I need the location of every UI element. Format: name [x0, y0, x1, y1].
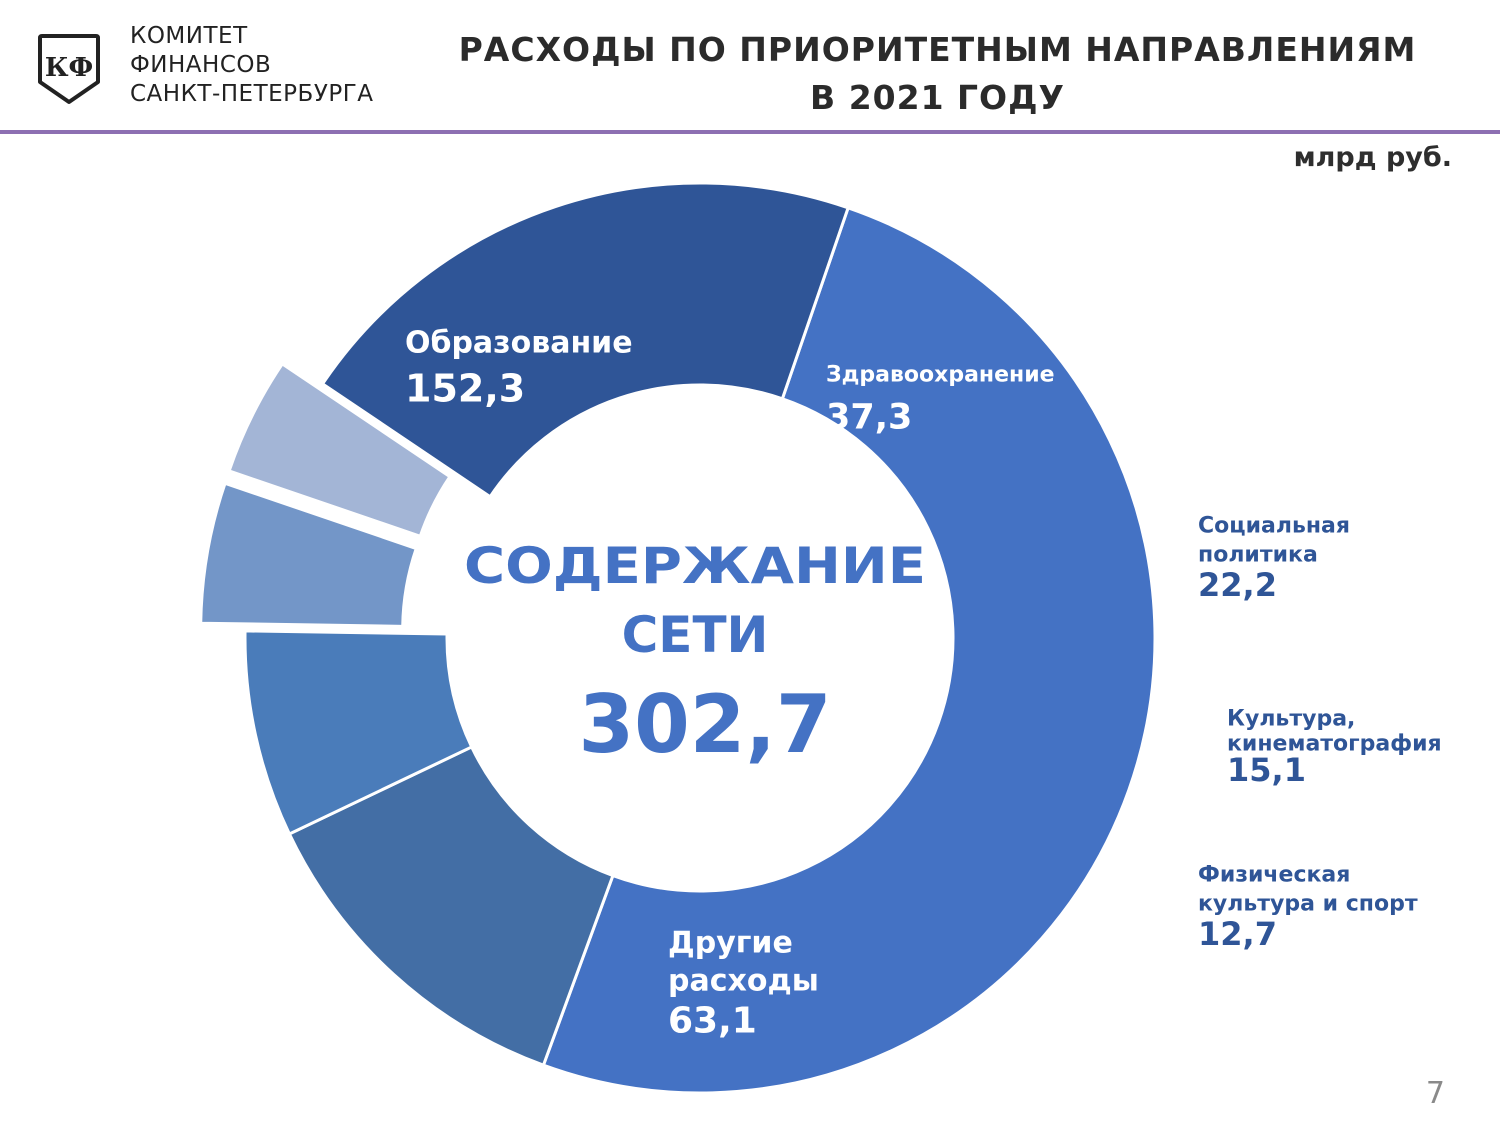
page-number: 7	[1425, 1076, 1445, 1111]
units-label: млрд руб.	[1293, 142, 1452, 173]
page-title: РАСХОДЫ ПО ПРИОРИТЕТНЫМ НАПРАВЛЕНИЯМ В 2…	[400, 26, 1475, 122]
slice-value-label: 12,7	[1198, 915, 1277, 953]
slice-label-text: Культура,	[1227, 707, 1355, 732]
org-name: КОМИТЕТ ФИНАНСОВ САНКТ-ПЕТЕРБУРГА	[130, 22, 373, 109]
slice-label-text: Физическая	[1198, 863, 1350, 888]
donut-slice	[287, 744, 615, 1068]
committee-logo: КФ	[38, 34, 100, 104]
slice-label-text: Образование	[405, 326, 633, 361]
slice-value-label: 152,3	[405, 366, 525, 410]
center-label-line: СЕТИ	[622, 606, 769, 664]
donut-slice	[199, 481, 419, 628]
donut-slice	[243, 629, 474, 836]
slice-label-text: Другие	[668, 926, 793, 961]
donut-slice	[541, 205, 1157, 1095]
slice-label-text: кинематография	[1227, 732, 1442, 757]
slice-label-text: Здравоохранение	[826, 363, 1055, 388]
page-title-line: В 2021 ГОДУ	[810, 78, 1065, 117]
logo-letters: КФ	[45, 53, 93, 83]
slice-labels: Образование 152,3 Здравоохранение 37,3 Социа…	[405, 326, 1442, 1042]
slice-value-label: 15,1	[1227, 751, 1306, 789]
slice-label-text: культура и спорт	[1198, 892, 1418, 917]
logo-shield-icon	[38, 34, 100, 104]
slice-label-text: Социальная	[1198, 514, 1350, 539]
slice-value-label: 63,1	[668, 1001, 757, 1042]
org-name-line: САНКТ-ПЕТЕРБУРГА	[130, 81, 374, 107]
page-title-line: РАСХОДЫ ПО ПРИОРИТЕТНЫМ НАПРАВЛЕНИЯМ	[458, 30, 1417, 69]
donut-center: СОДЕРЖАНИЕ СЕТИ 302,7	[464, 537, 926, 771]
donut-slice	[227, 361, 452, 539]
org-name-line: КОМИТЕТ	[130, 23, 248, 49]
slice-label: Образование 152,3	[405, 326, 633, 411]
slice-value-label: 37,3	[826, 397, 912, 437]
org-name-line: ФИНАНСОВ	[130, 52, 272, 78]
donut-slice	[320, 181, 851, 499]
slice-label-text: политика	[1198, 543, 1318, 568]
center-label-line: СОДЕРЖАНИЕ	[464, 537, 926, 595]
donut-slices	[199, 181, 1157, 1095]
slice-label-text: расходы	[668, 964, 819, 999]
center-total-value: 302,7	[578, 678, 831, 771]
header-divider	[0, 130, 1500, 134]
slice-label: Здравоохранение 37,3	[826, 363, 1055, 438]
slice-value-label: 22,2	[1198, 566, 1277, 604]
